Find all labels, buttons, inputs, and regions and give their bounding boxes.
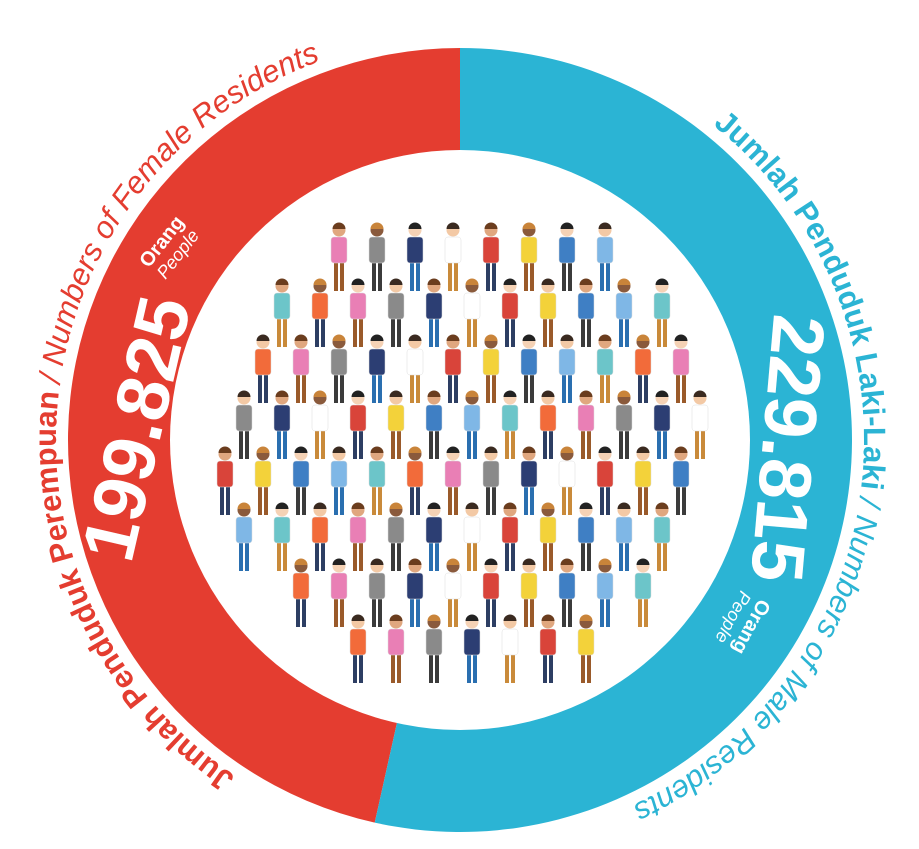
person xyxy=(406,334,424,403)
person xyxy=(634,334,652,403)
person xyxy=(615,502,633,571)
person xyxy=(653,390,671,459)
person xyxy=(615,278,633,347)
person xyxy=(349,502,367,571)
person xyxy=(539,278,557,347)
person xyxy=(482,222,500,291)
person xyxy=(596,558,614,627)
person xyxy=(235,502,253,571)
person xyxy=(558,222,576,291)
person xyxy=(368,558,386,627)
person xyxy=(558,334,576,403)
person xyxy=(482,446,500,515)
donut-slice xyxy=(67,48,461,823)
person xyxy=(577,390,595,459)
person xyxy=(387,390,405,459)
person xyxy=(596,222,614,291)
person xyxy=(463,614,481,683)
person xyxy=(501,390,519,459)
person xyxy=(558,446,576,515)
person xyxy=(520,446,538,515)
person xyxy=(406,446,424,515)
person xyxy=(349,278,367,347)
person xyxy=(672,334,690,403)
person xyxy=(368,334,386,403)
person xyxy=(330,446,348,515)
person xyxy=(349,390,367,459)
person xyxy=(406,222,424,291)
person xyxy=(330,334,348,403)
person xyxy=(387,614,405,683)
person xyxy=(273,278,291,347)
person xyxy=(482,334,500,403)
person xyxy=(463,502,481,571)
person xyxy=(425,502,443,571)
person xyxy=(444,334,462,403)
person xyxy=(387,502,405,571)
person xyxy=(330,558,348,627)
person xyxy=(463,390,481,459)
person xyxy=(501,614,519,683)
person xyxy=(520,334,538,403)
person xyxy=(482,558,500,627)
person xyxy=(273,502,291,571)
person xyxy=(634,446,652,515)
donut xyxy=(67,48,852,832)
person xyxy=(444,446,462,515)
person xyxy=(425,390,443,459)
person xyxy=(691,390,709,459)
person xyxy=(672,446,690,515)
person xyxy=(634,558,652,627)
person xyxy=(444,558,462,627)
person xyxy=(463,278,481,347)
person xyxy=(254,446,272,515)
person xyxy=(311,502,329,571)
person xyxy=(539,502,557,571)
person xyxy=(577,278,595,347)
person xyxy=(368,222,386,291)
person xyxy=(387,278,405,347)
donut-slice xyxy=(374,48,852,832)
people-illustration xyxy=(216,222,709,683)
person xyxy=(501,278,519,347)
person xyxy=(292,446,310,515)
person xyxy=(653,502,671,571)
person xyxy=(539,390,557,459)
person xyxy=(273,390,291,459)
person xyxy=(577,502,595,571)
person xyxy=(596,446,614,515)
person xyxy=(406,558,424,627)
person xyxy=(425,614,443,683)
person xyxy=(653,278,671,347)
person xyxy=(558,558,576,627)
person xyxy=(292,334,310,403)
person xyxy=(311,390,329,459)
person xyxy=(520,222,538,291)
person xyxy=(501,502,519,571)
person xyxy=(577,614,595,683)
person xyxy=(425,278,443,347)
person xyxy=(520,558,538,627)
person xyxy=(330,222,348,291)
person xyxy=(311,278,329,347)
person xyxy=(596,334,614,403)
person xyxy=(444,222,462,291)
person xyxy=(539,614,557,683)
person xyxy=(216,446,234,515)
person xyxy=(368,446,386,515)
person xyxy=(235,390,253,459)
person xyxy=(349,614,367,683)
person xyxy=(292,558,310,627)
person xyxy=(254,334,272,403)
person xyxy=(615,390,633,459)
